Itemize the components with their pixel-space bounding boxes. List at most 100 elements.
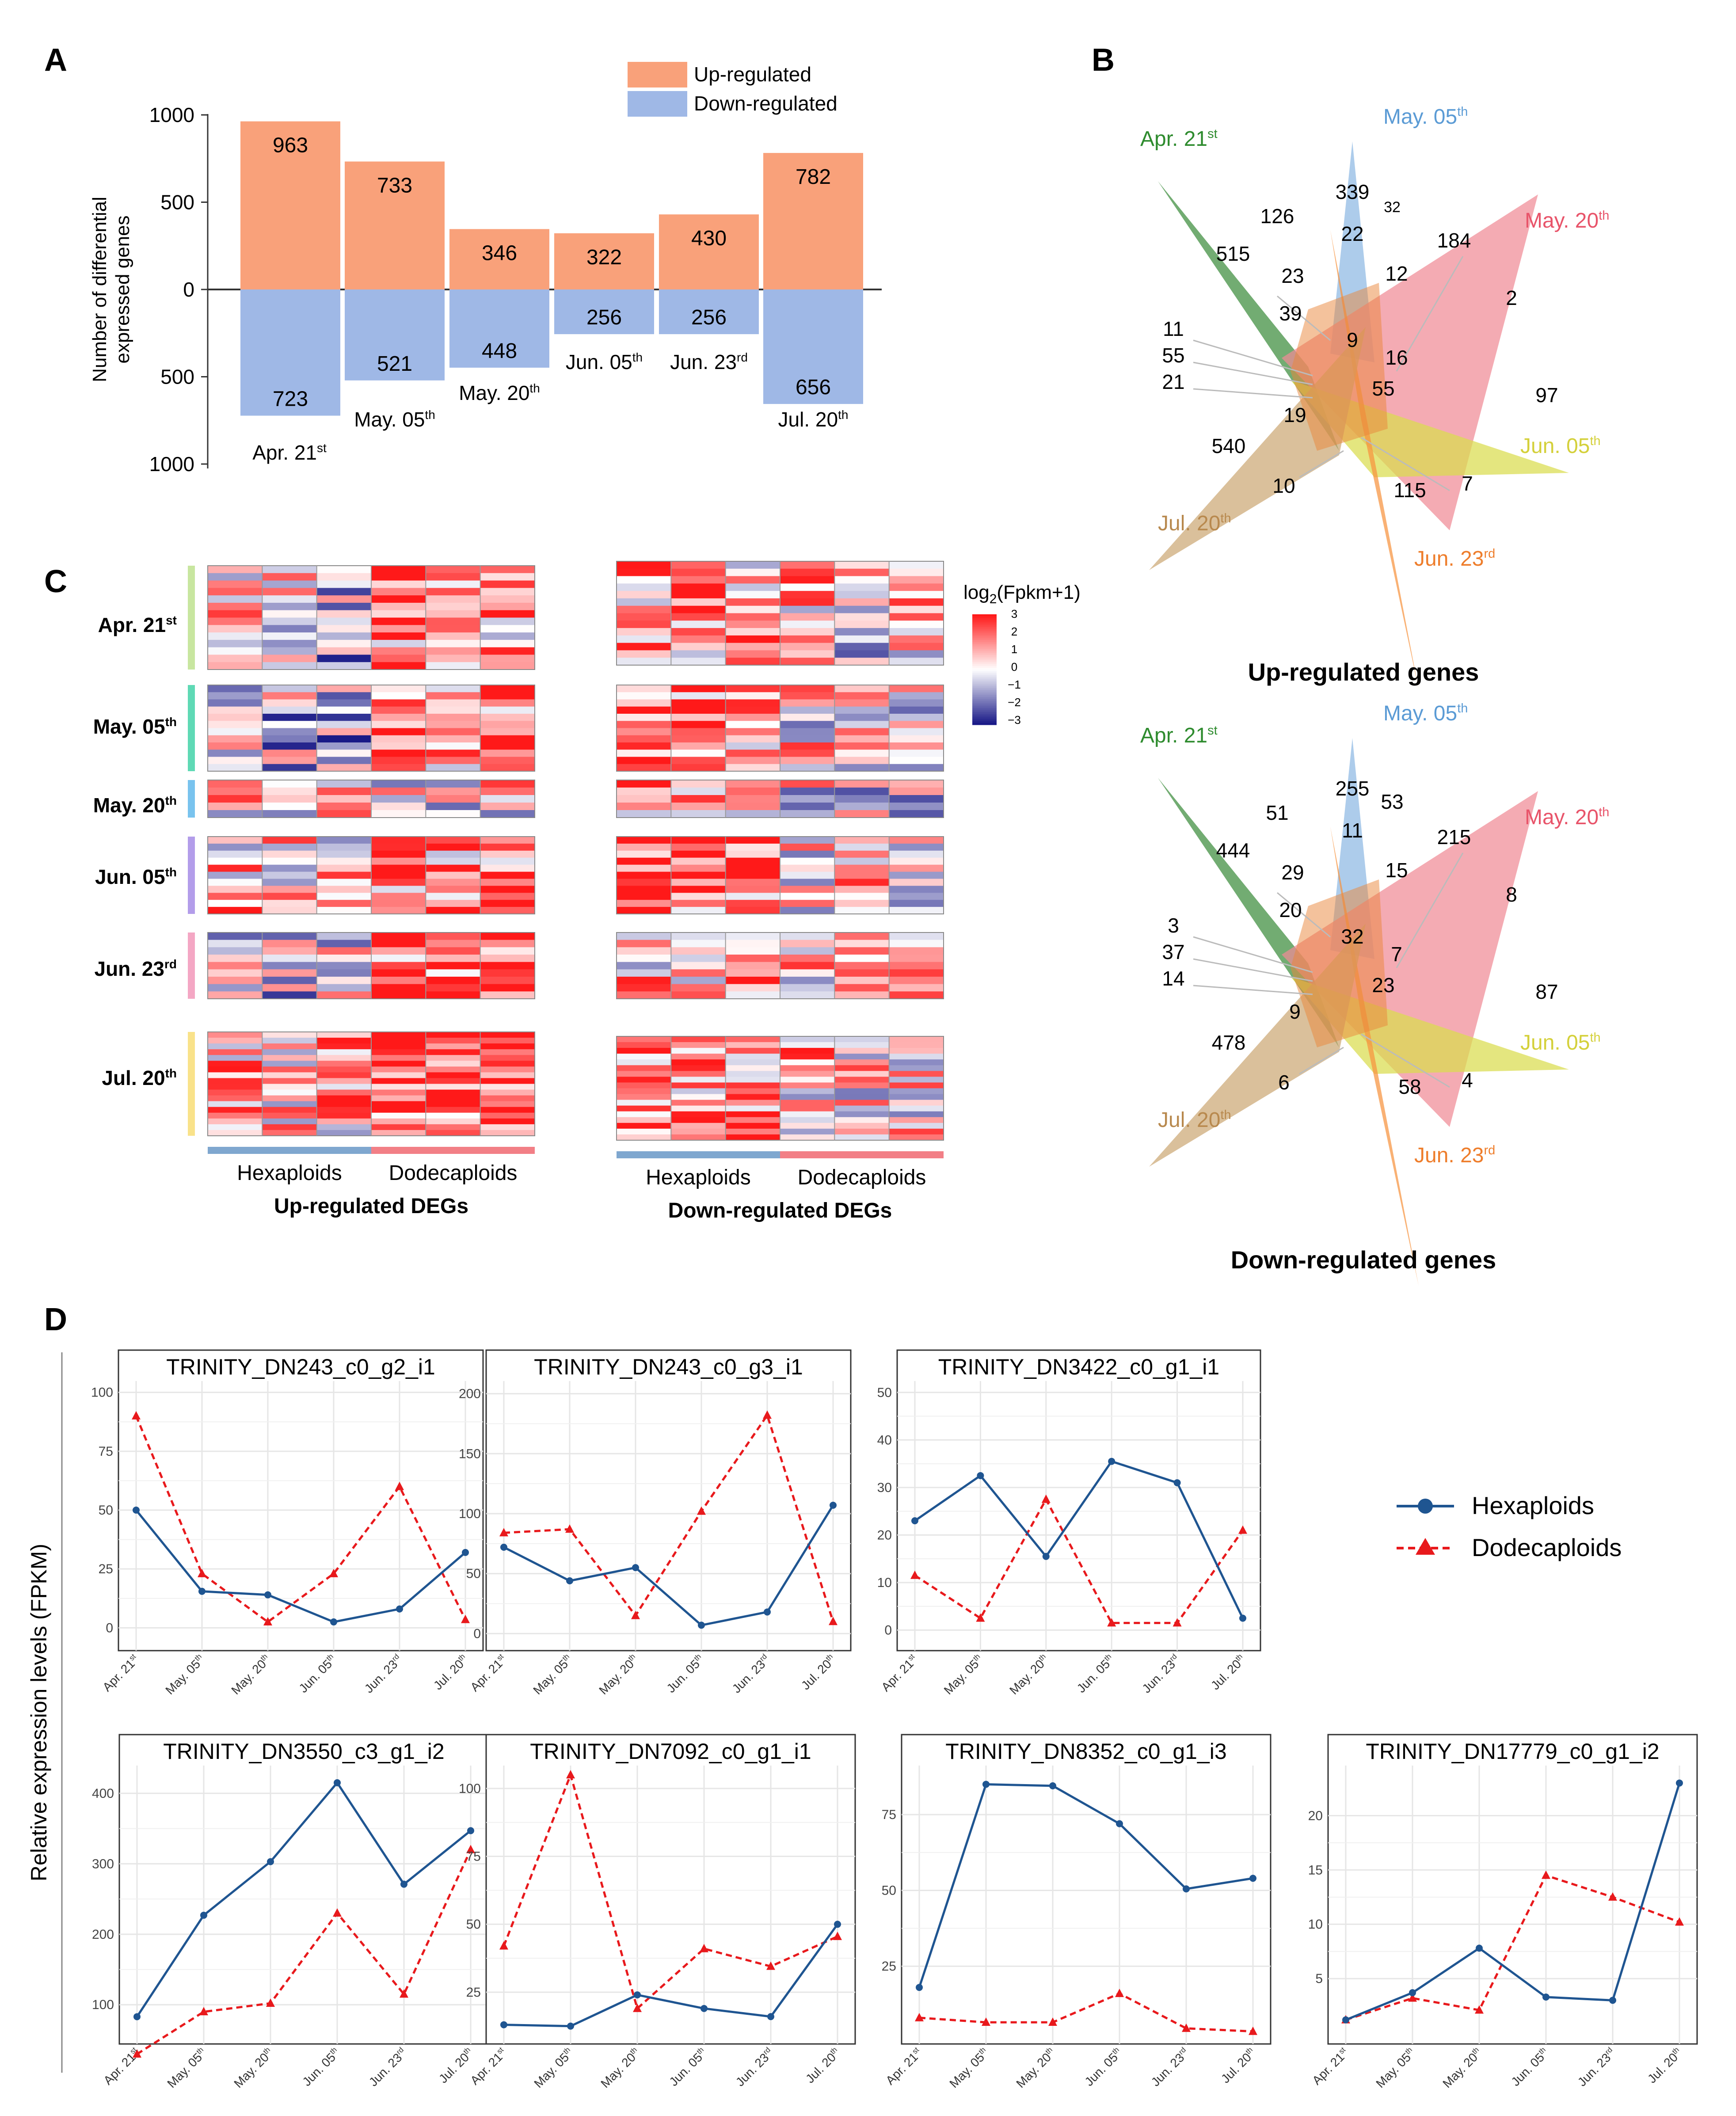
heatmap-cell	[780, 699, 835, 707]
series-point-dodecaploids	[1475, 2005, 1484, 2014]
heatmap-cell	[671, 886, 726, 893]
heatmap-cell	[426, 969, 481, 977]
heatmap-legend-swatch	[972, 647, 997, 650]
heatmap-cell	[316, 857, 372, 865]
heatmap-cell	[208, 1078, 263, 1084]
heatmap-cell	[617, 843, 671, 851]
heatmap-cell	[671, 591, 726, 599]
heatmap-cell	[834, 857, 890, 865]
series-line-hexaploids	[135, 1509, 466, 1623]
subplot-frame	[485, 1349, 852, 1652]
heatmap-cell	[208, 962, 263, 970]
venn-count-label: 4	[1462, 1069, 1473, 1092]
heatmap-cell	[889, 1065, 944, 1071]
heatmap-cell	[725, 962, 780, 970]
heatmap-cell	[834, 613, 890, 621]
heatmap-cell	[671, 1128, 726, 1135]
heatmap-cell	[316, 955, 372, 963]
heatmap-cell	[426, 1112, 481, 1119]
heatmap-cell	[316, 850, 372, 858]
heatmap-cell	[671, 1054, 726, 1060]
heatmap-cell	[426, 947, 481, 955]
heatmap-cell	[834, 1048, 890, 1054]
heatmap-cell	[725, 795, 780, 803]
heatmap-cell	[208, 610, 263, 618]
heatmap-cell	[208, 721, 263, 728]
subplot-title: TRINITY_DN17779_c0_g1_i2	[1366, 1739, 1659, 1764]
heatmap-cell	[617, 932, 671, 940]
heatmap-legend-swatch	[972, 699, 997, 701]
series-point-hexaploids	[133, 2013, 141, 2021]
heatmap-cell	[889, 1042, 944, 1048]
heatmap-cell	[617, 780, 671, 788]
heatmap-cell	[889, 940, 944, 948]
heatmap-cell	[889, 900, 944, 907]
heatmap-cell	[426, 1089, 481, 1096]
heatmap-cell	[725, 714, 780, 721]
heatmap-cell	[262, 907, 317, 914]
heatmap-cell	[371, 639, 426, 648]
heatmap-cell	[617, 620, 671, 628]
heatmap-cell	[725, 685, 780, 693]
heatmap-legend-swatch	[972, 684, 997, 687]
heatmap-cell	[371, 706, 426, 714]
heatmap-legend-swatch	[972, 688, 997, 690]
series-point-dodecaploids	[700, 1944, 708, 1952]
series-point-dodecaploids	[400, 1989, 408, 1998]
heatmap-cell	[426, 617, 481, 625]
heatmap-cell	[617, 1094, 671, 1100]
heatmap-cell	[426, 1038, 481, 1044]
heatmap-cell	[889, 605, 944, 613]
heatmap-row-label-sup: th	[165, 865, 177, 879]
heatmap-cell	[889, 650, 944, 658]
heatmap-cell	[426, 699, 481, 707]
heatmap-cell	[725, 803, 780, 811]
heatmap-cell	[889, 721, 944, 728]
heatmap-cell	[889, 757, 944, 765]
heatmap-cell	[889, 1048, 944, 1054]
venn-count-label: 23	[1372, 974, 1394, 997]
heatmap-cell	[316, 1101, 372, 1107]
heatmap-row-label-base: Jun. 05	[95, 865, 165, 888]
heatmap-cell	[480, 639, 535, 648]
heatmap-cell	[480, 750, 535, 757]
heatmap-cell	[617, 940, 671, 948]
venn-count-label: 16	[1385, 346, 1408, 369]
heatmap-cell	[671, 843, 726, 851]
heatmap-cell	[671, 1134, 726, 1141]
heatmap-cell	[617, 795, 671, 803]
heatmap-cell	[834, 576, 890, 584]
venn-set-label-sup: th	[1599, 209, 1609, 223]
heatmap-legend-swatch	[972, 634, 997, 637]
heatmap-cell	[780, 1111, 835, 1118]
heatmap-cell	[208, 984, 263, 992]
heatmap-cell	[371, 617, 426, 625]
heatmap-cell	[316, 764, 372, 772]
heatmap-cell	[208, 1055, 263, 1061]
heatmap-legend-swatch	[972, 662, 997, 665]
heatmap-cell	[262, 692, 317, 700]
heatmap-cell	[208, 907, 263, 914]
heatmap-cell	[316, 879, 372, 886]
heatmap-cell	[262, 602, 317, 611]
heatmap-cell	[426, 625, 481, 633]
heatmap-cell	[262, 662, 317, 670]
panel-d-ylabel: Relative expression levels (FPKM)	[27, 1544, 51, 1881]
heatmap-group-bar-hexaploids	[617, 1151, 780, 1158]
heatmap-cell	[371, 625, 426, 633]
heatmap-cell	[371, 1032, 426, 1038]
heatmap-cell	[834, 1077, 890, 1083]
heatmap-cell	[371, 810, 426, 818]
heatmap-cell	[426, 639, 481, 648]
heatmap-cell	[262, 1066, 317, 1073]
heatmap-cell	[316, 795, 372, 803]
heatmap-cell	[780, 591, 835, 599]
heatmap-cell	[208, 662, 263, 670]
bar-down	[554, 289, 654, 335]
subplot-title: TRINITY_DN8352_c0_g1_i3	[945, 1739, 1226, 1764]
heatmap-cell	[671, 635, 726, 643]
heatmap-cell	[617, 864, 671, 872]
venn-count-label: 15	[1385, 859, 1408, 882]
heatmap-cell	[371, 1055, 426, 1061]
